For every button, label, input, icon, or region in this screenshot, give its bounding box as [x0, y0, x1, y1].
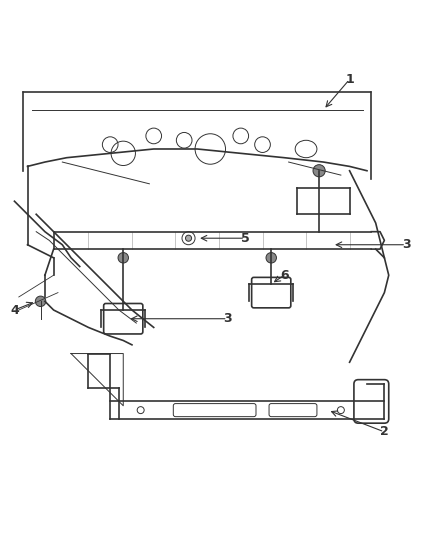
Text: 5: 5 [241, 232, 250, 245]
Circle shape [35, 296, 46, 306]
Text: 4: 4 [10, 303, 19, 317]
Text: 2: 2 [380, 425, 389, 438]
Text: 1: 1 [345, 73, 354, 86]
Text: 6: 6 [280, 269, 289, 282]
Circle shape [118, 253, 128, 263]
Circle shape [266, 253, 276, 263]
Circle shape [313, 165, 325, 177]
Text: 3: 3 [402, 238, 410, 251]
Circle shape [185, 235, 191, 241]
Text: 3: 3 [223, 312, 232, 325]
